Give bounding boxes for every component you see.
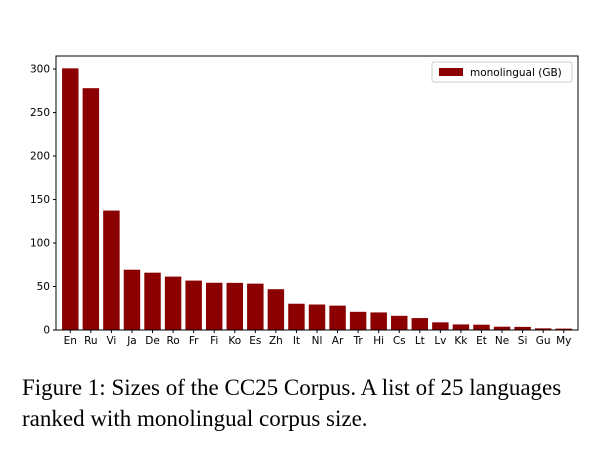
x-tick-label-fr: Fr <box>189 335 199 347</box>
x-tick-label-ro: Ro <box>166 335 179 347</box>
x-tick-label-cs: Cs <box>393 335 406 347</box>
y-tick-label-100: 100 <box>30 238 50 250</box>
bars-group <box>62 68 572 331</box>
bar-ko <box>226 282 243 330</box>
x-axis-ticks: En Ru Vi Ja De Ro Fr Fi Ko Es Zh It Nl Ar Tr Hi Cs Lt Lv Kk… <box>64 330 571 347</box>
bar-nl <box>308 304 326 330</box>
legend: monolingual (GB) <box>431 61 573 83</box>
bar-de <box>144 272 161 330</box>
bar-hi <box>370 312 387 330</box>
bar-kk <box>452 324 470 330</box>
axes-frame <box>55 55 579 331</box>
x-tick-label-ko: Ko <box>228 335 241 347</box>
y-tick-label-300: 300 <box>30 64 50 76</box>
x-tick-label-gu: Gu <box>536 335 551 347</box>
bar-chart: En Ru Vi Ja De Ro Fr Fi Ko Es Zh It Nl Ar Tr Hi Cs Lt Lv Kk… <box>30 55 579 347</box>
x-tick-label-es: Es <box>249 335 261 347</box>
figure-caption: Figure 1: Sizes of the CC25 Corpus. A li… <box>22 375 562 431</box>
y-axis-ticks: 0 50 100 150 200 250 300 <box>30 64 56 337</box>
x-tick-label-lt: Lt <box>415 335 425 347</box>
legend-label: monolingual (GB) <box>470 67 562 79</box>
bar-gu <box>534 328 552 330</box>
legend-box <box>431 61 573 83</box>
bar-ro <box>164 276 182 330</box>
x-tick-label-fi: Fi <box>210 335 218 347</box>
x-tick-label-en: En <box>64 335 77 347</box>
bar-lt <box>411 318 429 330</box>
x-tick-label-ru: Ru <box>84 335 97 347</box>
bar-it <box>288 303 305 330</box>
x-tick-label-vi: Vi <box>106 335 116 347</box>
x-tick-label-hi: Hi <box>373 335 384 347</box>
y-tick-label-50: 50 <box>37 281 50 293</box>
x-tick-label-zh: Zh <box>269 335 283 347</box>
x-tick-label-kk: Kk <box>454 335 468 347</box>
bar-tr <box>349 311 367 330</box>
bar-cs <box>391 315 408 330</box>
x-tick-label-ar: Ar <box>332 335 344 347</box>
bar-ja <box>123 269 141 330</box>
x-tick-label-tr: Tr <box>353 335 364 347</box>
y-tick-label-150: 150 <box>30 194 50 206</box>
x-tick-label-lv: Lv <box>434 335 446 347</box>
x-tick-label-ja: Ja <box>126 335 137 347</box>
y-tick-label-200: 200 <box>30 151 50 163</box>
bar-ar <box>329 305 346 330</box>
x-tick-label-it: It <box>293 335 300 347</box>
bar-fr <box>185 280 202 330</box>
x-tick-label-et: Et <box>476 335 487 347</box>
bar-si <box>514 326 531 330</box>
x-tick-label-nl: Nl <box>312 335 323 347</box>
x-tick-label-de: De <box>145 335 160 347</box>
bar-zh <box>267 289 285 330</box>
bar-et <box>473 324 490 330</box>
bar-en <box>62 68 79 330</box>
bar-lv <box>432 322 449 330</box>
x-tick-label-si: Si <box>518 335 528 347</box>
bar-ru <box>82 88 100 331</box>
y-tick-label-0: 0 <box>43 325 50 337</box>
bar-fi <box>205 282 223 330</box>
bar-ne <box>493 326 511 330</box>
legend-swatch <box>439 68 463 76</box>
x-tick-label-my: My <box>556 335 571 347</box>
bar-vi <box>103 210 120 330</box>
x-tick-label-ne: Ne <box>495 335 509 347</box>
bar-es <box>247 283 264 330</box>
y-tick-label-250: 250 <box>30 107 50 119</box>
bar-my <box>555 328 572 330</box>
